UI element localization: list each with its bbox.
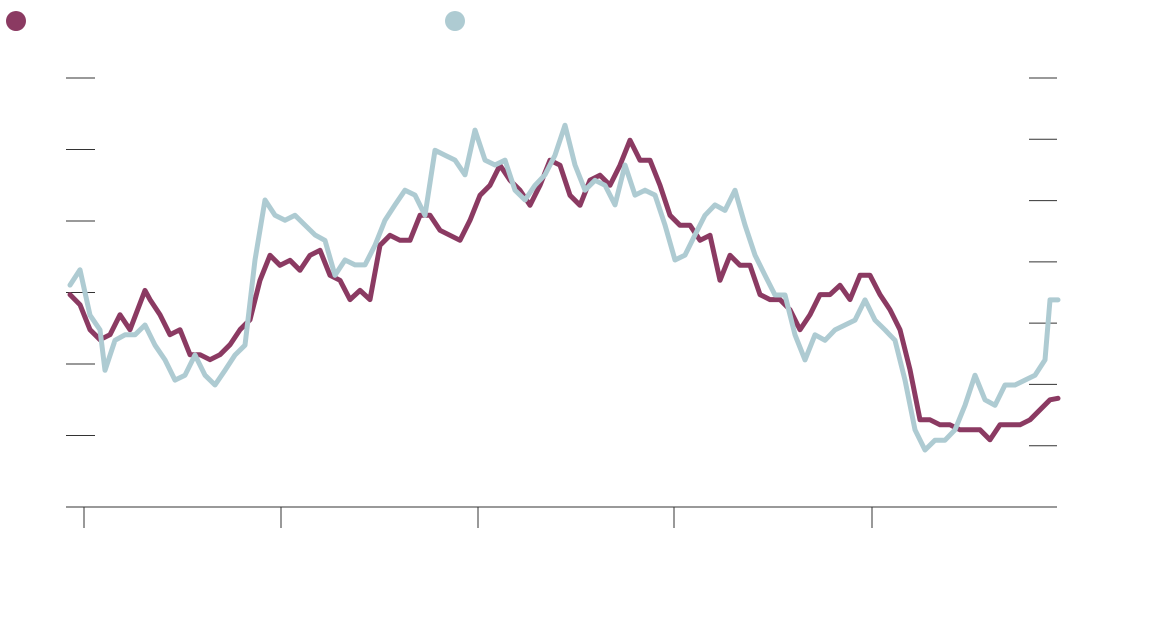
series-line — [67, 122, 1061, 453]
series-line — [67, 137, 1061, 443]
legend-marker — [445, 11, 465, 31]
legend-marker — [6, 11, 26, 31]
